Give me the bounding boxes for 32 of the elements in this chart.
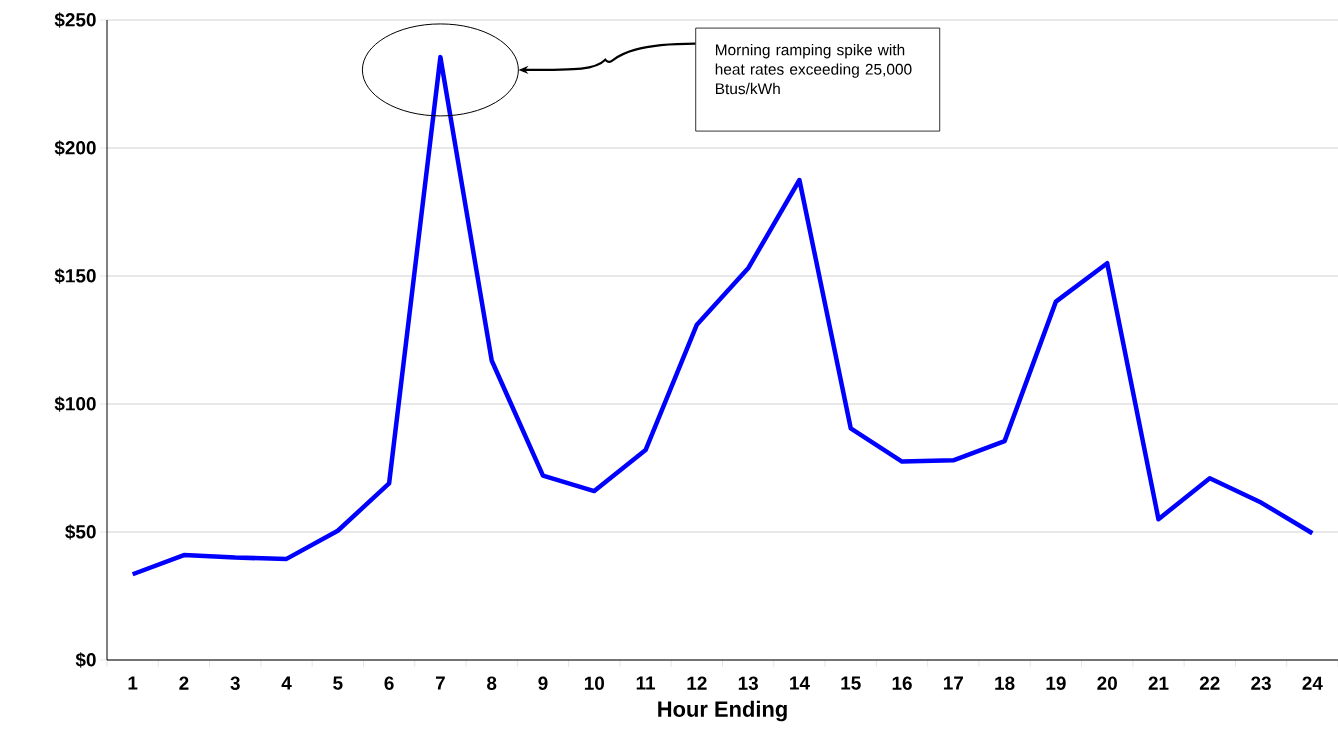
x-tick-label: 20 — [1097, 676, 1117, 690]
x-tick-label: 8 — [487, 676, 497, 690]
x-tick-label: 16 — [892, 676, 912, 690]
x-tick-label: 7 — [435, 676, 445, 690]
x-tick-label: 3 — [230, 676, 240, 690]
y-tick-label: $250 — [54, 12, 96, 28]
x-tick-label: 4 — [281, 676, 292, 690]
y-tick-label: $200 — [54, 140, 96, 156]
annotation: Morning ramping spike with heat rates exceeding 25,000 Btus/kWh — [715, 43, 912, 95]
x-tick-label: 15 — [841, 676, 861, 690]
y-tick-label: $50 — [65, 524, 96, 540]
y-tick-label: $0 — [75, 652, 96, 668]
y-tick-label: $150 — [54, 268, 96, 284]
x-tick-label: 2 — [179, 676, 189, 690]
x-tick-label: 13 — [738, 676, 758, 690]
x-tick-label: 24 — [1302, 676, 1323, 690]
x-tick-label: 1 — [128, 676, 138, 690]
x-tick-label: 18 — [995, 676, 1015, 690]
x-tick-label: 14 — [790, 676, 810, 690]
y-tick-label: $100 — [54, 396, 96, 412]
x-tick-label: 23 — [1251, 676, 1271, 690]
x-tick-label: 9 — [538, 676, 548, 690]
x-tick-label: 5 — [333, 676, 343, 690]
x-tick-label: 6 — [384, 676, 394, 690]
x-tick-label: 21 — [1148, 676, 1169, 690]
x-tick-label: 17 — [943, 676, 963, 690]
x-tick-label: 12 — [687, 676, 707, 690]
x-tick-label: 11 — [636, 676, 656, 690]
x-tick-label: 22 — [1199, 676, 1220, 690]
x-tick-label: 19 — [1046, 676, 1066, 690]
x-tick-label: 10 — [584, 676, 605, 690]
x-axis-title: Hour Ending — [658, 700, 787, 722]
